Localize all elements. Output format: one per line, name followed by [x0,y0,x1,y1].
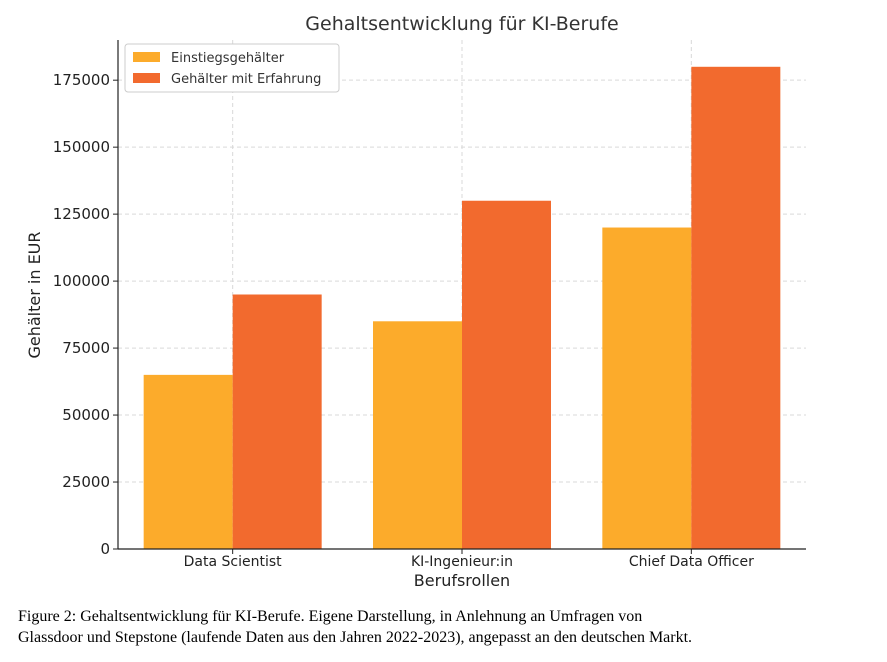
x-tick-label: Data Scientist [184,554,283,570]
y-tick-label: 125000 [53,205,110,223]
legend: Einstiegsgehälter Gehälter mit Erfahrung [124,43,340,93]
y-tick-label: 50000 [62,406,110,424]
y-tick-label: 100000 [53,272,110,290]
x-axis-label: Berufsrollen [414,571,510,590]
bar [691,66,781,549]
bar [373,321,462,549]
y-tick-label: 0 [100,540,110,558]
chart-title: Gehaltsentwicklung für KI-Berufe [305,13,618,35]
legend-swatch [133,73,160,83]
y-tick-label: 75000 [62,339,110,357]
y-tick-label: 175000 [53,71,110,89]
x-tick-label: Chief Data Officer [629,554,754,570]
legend-swatch [133,52,160,62]
caption-line-2: Glassdoor und Stepstone (laufende Daten … [18,629,693,646]
caption-line-1: Figure 2: Gehaltsentwicklung für KI-Beru… [18,608,643,625]
legend-label: Einstiegsgehälter [171,51,285,66]
y-ticks: 0 25000 50000 75000 100000 125000 150000 175000 [53,71,118,558]
x-ticks: Data Scientist KI-Ingenieur:in Chief Data … [184,549,754,570]
bar [602,227,692,550]
x-tick-label: KI-Ingenieur:in [411,554,513,570]
bar [143,374,233,549]
legend-label: Gehälter mit Erfahrung [171,72,321,87]
y-tick-label: 25000 [62,473,110,491]
y-tick-label: 150000 [53,138,110,156]
bars [143,66,781,550]
bar [462,200,551,549]
y-axis-label: Gehälter in EUR [25,231,44,358]
bar-chart: Gehaltsentwicklung für KI-Berufe 0 25000 5… [25,13,806,590]
legend-box [124,43,340,93]
bar [232,294,322,549]
figure-caption: Figure 2: Gehaltsentwicklung für KI-Beru… [18,606,878,648]
